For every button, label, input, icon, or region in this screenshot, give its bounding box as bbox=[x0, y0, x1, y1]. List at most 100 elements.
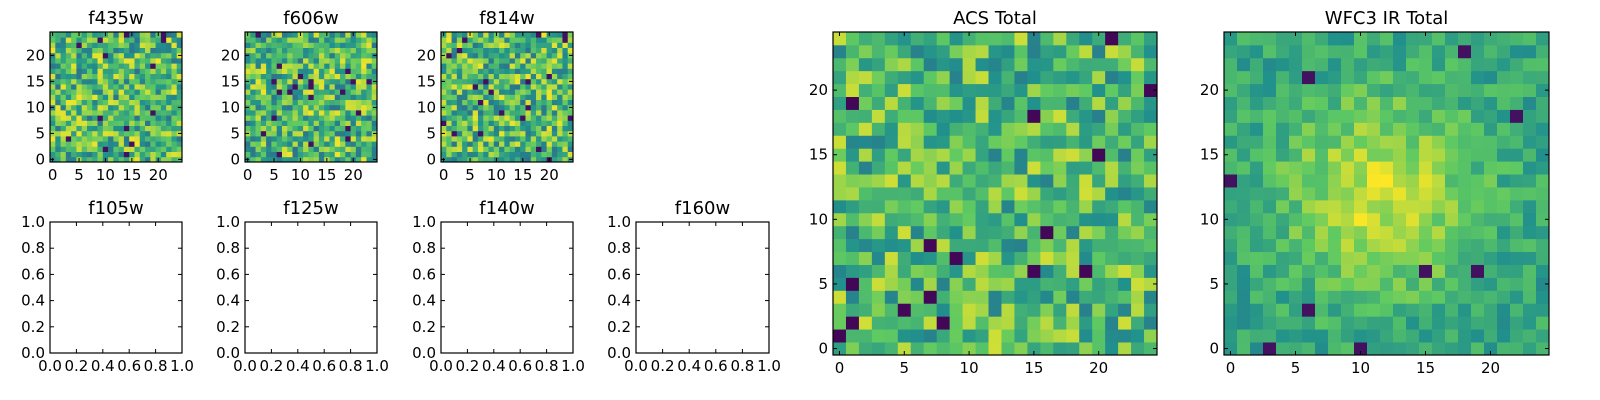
heatmap-cell bbox=[108, 136, 114, 142]
heatmap-cell bbox=[1445, 316, 1459, 330]
heatmap-cell bbox=[1419, 32, 1433, 46]
y-tick-label: 1.0 bbox=[412, 213, 436, 231]
heatmap-cell bbox=[1419, 135, 1433, 149]
heatmap-cell bbox=[334, 94, 341, 100]
heatmap-cell bbox=[488, 84, 495, 90]
heatmap-cell bbox=[1289, 225, 1303, 240]
heatmap-cell bbox=[1354, 277, 1368, 291]
heatmap-cell bbox=[441, 146, 447, 152]
heatmap-cell bbox=[324, 58, 330, 64]
heatmap-cell bbox=[1497, 57, 1511, 72]
heatmap-cell bbox=[1040, 32, 1054, 46]
heatmap-cell bbox=[567, 47, 574, 54]
heatmap-cell bbox=[1118, 212, 1132, 227]
heatmap-cell bbox=[1224, 316, 1238, 330]
heatmap-cell bbox=[129, 68, 135, 74]
heatmap-cell bbox=[102, 42, 109, 48]
heatmap-cell bbox=[297, 136, 304, 142]
heatmap-cell bbox=[297, 141, 304, 147]
heatmap-cell bbox=[1406, 303, 1420, 317]
heatmap-cell bbox=[60, 110, 67, 116]
heatmap-cell bbox=[139, 99, 146, 106]
heatmap-cell bbox=[1001, 109, 1015, 123]
heatmap-cell bbox=[271, 68, 278, 74]
heatmap-cell bbox=[546, 52, 553, 59]
x-tick-label: 0 bbox=[1226, 359, 1236, 377]
heatmap-cell bbox=[355, 37, 362, 43]
heatmap-cell bbox=[483, 52, 489, 59]
heatmap-cell bbox=[1105, 264, 1119, 278]
heatmap-cell bbox=[129, 120, 135, 126]
heatmap-cell bbox=[81, 68, 88, 74]
heatmap-cell bbox=[541, 68, 547, 74]
heatmap-cell bbox=[118, 136, 125, 142]
heatmap-cell bbox=[340, 84, 346, 90]
heatmap-cell bbox=[493, 42, 500, 48]
heatmap-cell bbox=[134, 58, 141, 64]
heatmap-cell bbox=[446, 125, 452, 132]
heatmap-cell bbox=[108, 130, 114, 137]
heatmap-cell bbox=[546, 73, 553, 80]
heatmap-cell bbox=[313, 89, 320, 95]
heatmap-cell bbox=[71, 84, 77, 90]
heatmap-cell bbox=[292, 42, 299, 48]
heatmap-cell bbox=[477, 68, 484, 74]
heatmap-cell bbox=[456, 156, 463, 163]
heatmap-cell bbox=[345, 125, 351, 132]
heatmap-cell bbox=[1237, 83, 1251, 97]
heatmap-cell bbox=[504, 130, 511, 137]
heatmap-cell bbox=[1263, 148, 1277, 162]
heatmap-cell bbox=[988, 187, 1002, 201]
heatmap-cell bbox=[134, 99, 141, 106]
heatmap-cell bbox=[308, 73, 315, 80]
y-tick-label: 0.4 bbox=[607, 292, 631, 310]
heatmap-cell bbox=[250, 37, 256, 43]
heatmap-cell bbox=[456, 146, 463, 152]
heatmap-cell bbox=[975, 316, 989, 330]
heatmap-cell bbox=[92, 37, 98, 43]
heatmap-cell bbox=[1536, 135, 1550, 149]
heatmap-cell bbox=[504, 84, 511, 90]
heatmap-cell bbox=[260, 110, 267, 116]
heatmap-cell bbox=[871, 187, 886, 201]
heatmap-cell bbox=[441, 73, 447, 80]
heatmap-cell bbox=[1118, 109, 1132, 123]
heatmap-cell bbox=[525, 125, 532, 132]
heatmap-cell bbox=[55, 73, 61, 80]
heatmap-cell bbox=[297, 151, 304, 158]
heatmap-cell bbox=[1445, 342, 1459, 356]
heatmap-cell bbox=[324, 63, 330, 69]
heatmap-cell bbox=[1315, 225, 1329, 240]
heatmap-cell bbox=[340, 47, 346, 54]
heatmap-cell bbox=[60, 146, 67, 152]
heatmap-cell bbox=[1289, 57, 1303, 72]
heatmap-cell bbox=[1250, 70, 1264, 85]
heatmap-cell bbox=[1263, 225, 1277, 240]
heatmap-cell bbox=[504, 42, 511, 48]
heatmap-cell bbox=[504, 89, 511, 95]
heatmap-cell bbox=[504, 125, 511, 132]
heatmap-cell bbox=[102, 104, 109, 111]
heatmap-cell bbox=[150, 47, 156, 54]
heatmap-cell bbox=[884, 96, 899, 110]
heatmap-cell bbox=[1328, 122, 1342, 136]
heatmap-cell bbox=[50, 84, 56, 90]
heatmap-cell bbox=[1053, 161, 1067, 175]
heatmap-cell bbox=[250, 52, 256, 59]
heatmap-cell bbox=[97, 84, 104, 90]
heatmap-cell bbox=[871, 212, 886, 227]
heatmap-cell bbox=[1315, 57, 1329, 72]
heatmap-cell bbox=[308, 52, 315, 59]
heatmap-cell bbox=[541, 156, 547, 163]
heatmap-cell bbox=[1118, 148, 1132, 162]
heatmap-cell bbox=[462, 104, 468, 111]
heatmap-cell bbox=[1367, 329, 1381, 343]
heatmap-cell bbox=[1118, 122, 1132, 136]
heatmap-cell bbox=[1237, 342, 1251, 356]
heatmap-cell bbox=[113, 84, 120, 90]
heatmap-cell bbox=[1419, 96, 1433, 110]
heatmap-cell bbox=[910, 225, 925, 240]
heatmap-cell bbox=[308, 68, 315, 74]
heatmap-cell bbox=[139, 156, 146, 163]
heatmap-cell bbox=[509, 73, 516, 80]
